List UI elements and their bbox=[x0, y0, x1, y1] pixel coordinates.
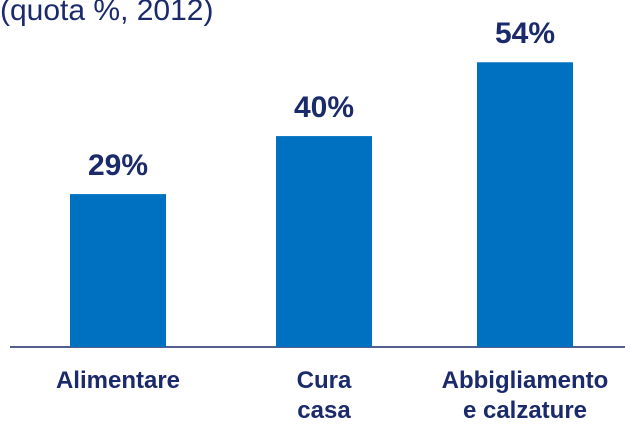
value-label: 54% bbox=[495, 17, 555, 50]
x-tick-label: Abbigliamento e calzature bbox=[441, 367, 609, 424]
chart-subtitle: (quota %, 2012) bbox=[0, 0, 213, 27]
bar bbox=[70, 194, 166, 347]
x-tick-label: Cura casa bbox=[296, 367, 352, 424]
x-tick-label: Alimentare bbox=[55, 367, 181, 394]
value-label: 29% bbox=[88, 149, 148, 182]
bar bbox=[477, 62, 573, 347]
bar bbox=[276, 136, 372, 347]
value-label: 40% bbox=[294, 91, 354, 124]
